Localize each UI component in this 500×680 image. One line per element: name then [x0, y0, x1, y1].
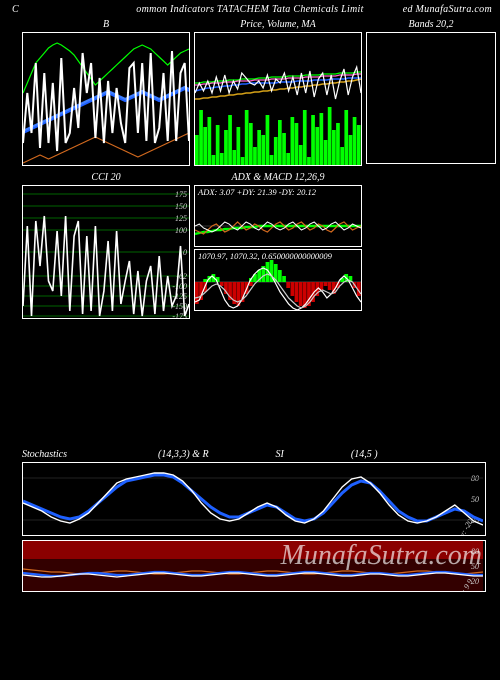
macd-caption: 1070.97, 1070.32, 0.650000000000009: [198, 251, 332, 261]
bb-title: B: [22, 19, 190, 32]
price-ma-body: [194, 32, 362, 166]
cci-body: 1751501251000-62-100-125-150-175: [22, 185, 190, 319]
bb-chart: [23, 33, 189, 165]
stoch-bot-chart: 805020k: 9 9: [23, 541, 483, 591]
stoch-title-si: SI: [276, 449, 284, 460]
price-ma-title-text: Price, Volume, MA: [240, 19, 316, 30]
page-header: C ommon Indicators TATACHEM Tata Chemica…: [0, 0, 500, 17]
bands-panel: Bands 20,2: [366, 19, 496, 166]
cci-title: CCI 20: [22, 172, 190, 185]
bands-title: Bands 20,2: [366, 19, 496, 32]
stoch-title-left: Stochastics: [22, 449, 67, 460]
svg-text:80: 80: [471, 547, 479, 556]
header-left: C: [12, 4, 19, 15]
price-ma-title: Price, Volume, MA: [194, 19, 362, 32]
cci-chart: 1751501251000-62-100-125-150-175: [23, 186, 189, 318]
price-ma-panel: Price, Volume, MA: [194, 19, 362, 166]
stoch-top-chart: 805020slow: -20: [23, 463, 483, 535]
stoch-title-mid: (14,3,3) & R: [158, 449, 209, 460]
stoch-bot-body: 805020k: 9 9: [22, 540, 486, 592]
bb-body: [22, 32, 190, 166]
adx-macd-panel: ADX & MACD 12,26,9 ADX: 3.07 +DY: 21.39 …: [194, 172, 362, 319]
svg-text:175: 175: [175, 190, 187, 199]
svg-text:50: 50: [471, 562, 479, 571]
stoch-section: Stochastics (14,3,3) & R SI (14,5 ) 8050…: [0, 449, 500, 592]
adx-body: ADX: 3.07 +DY: 21.39 -DY: 20.12: [194, 185, 362, 247]
cci-panel: CCI 20 1751501251000-62-100-125-150-175: [22, 172, 190, 319]
stoch-top-body: 805020slow: -20: [22, 462, 486, 536]
price-ma-chart: [195, 33, 361, 165]
macd-body: 1070.97, 1070.32, 0.650000000000009: [194, 249, 362, 311]
stoch-title-right: (14,5 ): [351, 449, 378, 460]
mid-row: CCI 20 1751501251000-62-100-125-150-175 …: [0, 170, 500, 319]
adx-macd-title: ADX & MACD 12,26,9: [194, 172, 362, 185]
bb-panel: B: [22, 19, 190, 166]
svg-text:50: 50: [471, 495, 479, 504]
svg-text:0: 0: [183, 248, 187, 257]
header-center: ommon Indicators TATACHEM Tata Chemicals…: [136, 4, 363, 15]
svg-text:100: 100: [175, 226, 187, 235]
adx-caption: ADX: 3.07 +DY: 21.39 -DY: 20.12: [198, 187, 316, 197]
svg-text:150: 150: [175, 202, 187, 211]
header-right: ed MunafaSutra.com: [403, 4, 492, 15]
stoch-title-row: Stochastics (14,3,3) & R SI (14,5 ): [22, 449, 486, 462]
top-row: B Price, Volume, MA Bands 20,2: [0, 17, 500, 166]
bands-body: [366, 32, 496, 164]
svg-text:125: 125: [175, 214, 187, 223]
svg-text:-100: -100: [172, 282, 187, 291]
